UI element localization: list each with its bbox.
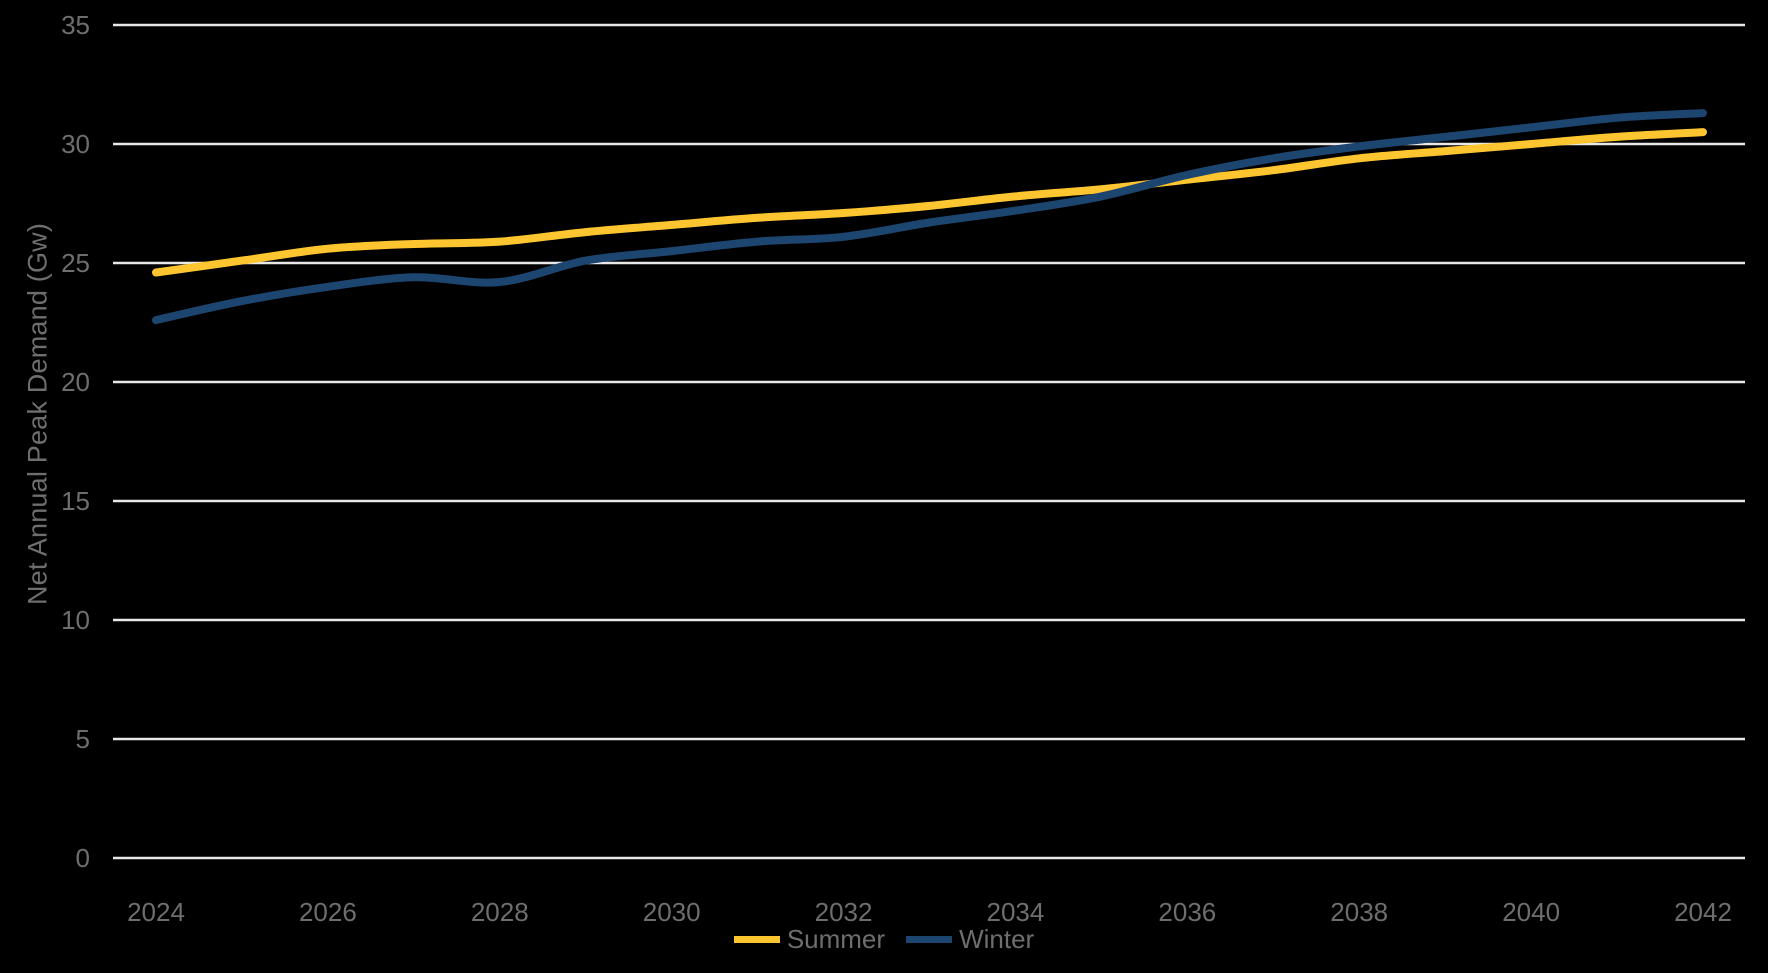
summer-line [152, 128, 1707, 277]
y-tick-label: 35 [61, 10, 90, 40]
x-tick-label: 2028 [471, 897, 529, 927]
x-tick-label: 2026 [299, 897, 357, 927]
y-tick-label: 0 [76, 843, 90, 873]
y-axis-title: Net Annual Peak Demand (Gw) [22, 222, 53, 606]
y-tick-label: 25 [61, 248, 90, 278]
legend-label-winter: Winter [959, 924, 1035, 954]
winter-line-swatch [906, 936, 953, 943]
legend-item-summer: Summer [733, 924, 886, 955]
x-tick-label: 2042 [1674, 897, 1732, 927]
winter-line [152, 109, 1707, 325]
legend-label-summer: Summer [786, 924, 886, 954]
y-tick-label: 5 [76, 724, 90, 754]
x-tick-label: 2038 [1330, 897, 1388, 927]
y-tick-label: 30 [61, 129, 90, 159]
y-tick-label: 15 [61, 486, 90, 516]
x-tick-label: 2030 [643, 897, 701, 927]
y-tick-label: 20 [61, 367, 90, 397]
x-tick-label: 2036 [1158, 897, 1216, 927]
x-tick-label: 2024 [127, 897, 185, 927]
x-tick-label: 2034 [987, 897, 1045, 927]
legend: Summer Winter [0, 924, 1768, 955]
x-tick-label: 2032 [815, 897, 873, 927]
summer-line-swatch [733, 936, 780, 943]
legend-item-winter: Winter [906, 924, 1034, 955]
y-tick-label: 10 [61, 605, 90, 635]
x-tick-label: 2040 [1502, 897, 1560, 927]
